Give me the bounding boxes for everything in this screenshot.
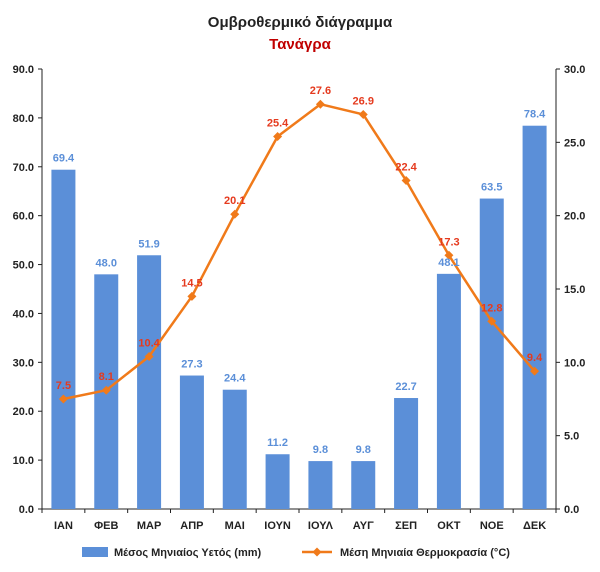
y-left-tick-label: 40.0 <box>13 308 34 320</box>
precipitation-bar <box>51 169 76 509</box>
precipitation-bar <box>308 461 333 509</box>
temperature-value-label: 7.5 <box>56 380 71 392</box>
temperature-value-label: 14.5 <box>181 277 202 289</box>
line-series <box>58 99 540 404</box>
y-right-tick-label: 0.0 <box>564 504 579 516</box>
temperature-value-label: 25.4 <box>267 117 289 129</box>
x-category-label: ΙΟΥΛ <box>308 520 334 532</box>
precipitation-value-label: 48.1 <box>438 257 459 269</box>
x-category-label: ΟΚΤ <box>437 520 461 532</box>
y-left-tick-label: 50.0 <box>13 260 34 272</box>
temperature-marker <box>273 131 283 141</box>
temperature-value-label: 9.4 <box>527 352 543 364</box>
x-category-label: ΦΕΒ <box>94 520 118 532</box>
y-right-tick-label: 15.0 <box>564 284 585 296</box>
temperature-marker <box>530 366 540 376</box>
legend-precipitation-label: Μέσος Μηνιαίος Υετός (mm) <box>114 547 262 559</box>
temperature-marker <box>230 209 240 219</box>
x-category-label: ΔΕΚ <box>523 520 546 532</box>
y-left-tick-label: 30.0 <box>13 357 34 369</box>
y-left-tick-label: 90.0 <box>13 64 34 76</box>
precipitation-bar <box>137 255 162 509</box>
temperature-marker <box>401 175 411 185</box>
y-right-tick-label: 20.0 <box>564 211 585 223</box>
precipitation-bar <box>265 454 290 509</box>
legend: Μέσος Μηνιαίος Υετός (mm) Μέση Μηνιαία Θε… <box>82 547 510 559</box>
x-category-label: ΝΟΕ <box>480 520 504 532</box>
temperature-value-label: 12.8 <box>481 302 502 314</box>
temperature-value-label: 26.9 <box>353 95 374 107</box>
temperature-value-label: 10.4 <box>138 337 160 349</box>
y-left-tick-label: 0.0 <box>19 504 34 516</box>
x-category-label: ΑΥΓ <box>353 520 374 532</box>
temperature-marker <box>101 385 111 395</box>
temperature-value-label: 22.4 <box>395 161 417 173</box>
temperature-marker <box>358 109 368 119</box>
legend-temperature-label: Μέση Μηνιαία Θερμοκρασία (°C) <box>340 547 510 559</box>
temperature-value-label: 20.1 <box>224 195 245 207</box>
precipitation-value-label: 24.4 <box>224 373 246 385</box>
data-labels: 69.4 48.0 51.9 27.3 24.4 11.2 9.8 9.8 22.7 48.1 63… <box>53 85 546 456</box>
legend-bar-swatch <box>82 547 108 557</box>
y-left-tick-label: 10.0 <box>13 455 34 467</box>
temperature-marker <box>187 291 197 301</box>
precipitation-value-label: 27.3 <box>181 359 202 371</box>
chart-title: Ομβροθερμικό διάγραμμα <box>208 14 393 31</box>
temperature-value-label: 8.1 <box>99 371 114 383</box>
y-left-tick-label: 80.0 <box>13 113 34 125</box>
precipitation-value-label: 9.8 <box>313 444 328 456</box>
y-right-tick-label: 30.0 <box>564 64 585 76</box>
precipitation-value-label: 11.2 <box>267 437 288 449</box>
precipitation-value-label: 48.0 <box>96 257 117 269</box>
temperature-marker <box>487 316 497 326</box>
precipitation-bar <box>436 273 461 509</box>
precipitation-value-label: 9.8 <box>356 444 371 456</box>
y-left-tick-label: 70.0 <box>13 162 34 174</box>
y-right-tick-label: 5.0 <box>564 431 579 443</box>
precipitation-bar <box>479 198 504 510</box>
temperature-marker <box>315 99 325 109</box>
precipitation-bar <box>179 375 204 509</box>
x-category-label: ΙΑΝ <box>54 520 73 532</box>
temperature-marker <box>144 351 154 361</box>
precipitation-value-label: 63.5 <box>481 182 502 194</box>
precipitation-bar <box>222 389 247 509</box>
precipitation-value-label: 51.9 <box>138 238 159 250</box>
temperature-line <box>63 102 536 401</box>
precipitation-value-label: 69.4 <box>53 153 75 165</box>
temperature-value-label: 17.3 <box>438 236 459 248</box>
x-category-label: ΜΑΙ <box>225 520 245 532</box>
chart-subtitle: Τανάγρα <box>269 36 331 53</box>
legend-line-marker <box>312 547 322 557</box>
y-right-tick-label: 25.0 <box>564 137 585 149</box>
temperature-marker <box>58 394 68 404</box>
axes: 0.0 10.0 20.0 30.0 40.0 50.0 60.0 70.0 80.0 90.0 0… <box>13 64 586 532</box>
precipitation-value-label: 22.7 <box>395 381 416 393</box>
precipitation-bar <box>351 461 376 509</box>
precipitation-value-label: 78.4 <box>524 109 546 121</box>
x-category-label: ΜΑΡ <box>137 520 161 532</box>
temperature-value-label: 27.6 <box>310 85 331 97</box>
x-category-label: ΑΠΡ <box>180 520 203 532</box>
bar-series <box>51 125 547 510</box>
y-left-tick-label: 20.0 <box>13 406 34 418</box>
y-right-tick-label: 10.0 <box>564 357 585 369</box>
temperature-marker <box>444 250 454 260</box>
x-category-label: ΙΟΥΝ <box>264 520 291 532</box>
y-left-tick-label: 60.0 <box>13 211 34 223</box>
precipitation-bar <box>522 125 547 509</box>
x-category-label: ΣΕΠ <box>395 520 417 532</box>
precipitation-bar <box>394 398 419 509</box>
